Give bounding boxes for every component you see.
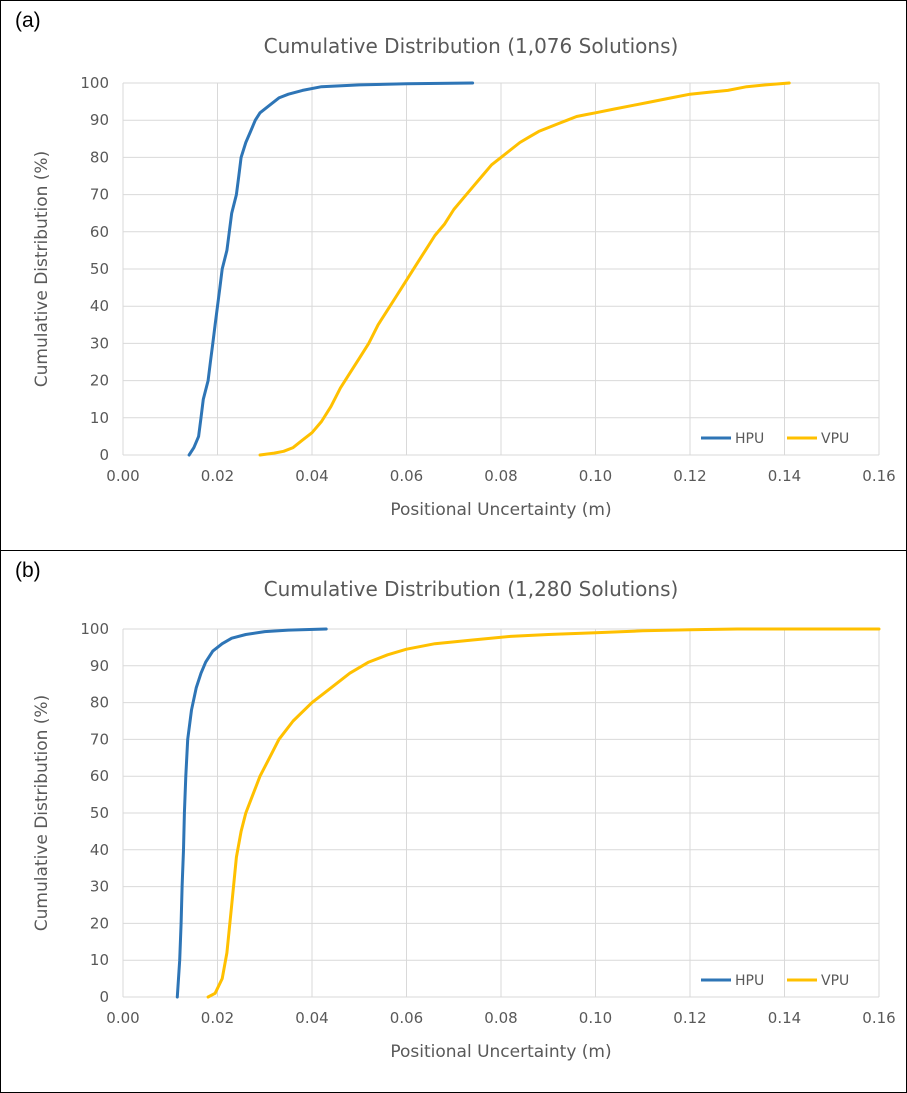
x-tick-label: 0.08 xyxy=(484,467,517,485)
y-tick-label: 40 xyxy=(90,841,109,859)
y-tick-label: 70 xyxy=(90,186,109,204)
x-tick-label: 0.06 xyxy=(390,1009,423,1027)
y-tick-label: 70 xyxy=(90,730,109,748)
x-tick-label: 0.08 xyxy=(484,1009,517,1027)
x-tick-label: 0.14 xyxy=(768,467,801,485)
y-tick-label: 0 xyxy=(99,446,109,464)
y-tick-label: 0 xyxy=(99,988,109,1006)
y-tick-label: 50 xyxy=(90,260,109,278)
x-tick-label: 0.02 xyxy=(201,467,234,485)
x-tick-label: 0.16 xyxy=(862,467,895,485)
y-tick-label: 10 xyxy=(90,409,109,427)
chart-title: Cumulative Distribution (1,280 Solutions… xyxy=(264,577,679,601)
y-tick-label: 90 xyxy=(90,111,109,129)
panel-label: (a) xyxy=(15,9,41,32)
x-tick-label: 0.10 xyxy=(579,1009,612,1027)
y-tick-label: 80 xyxy=(90,694,109,712)
x-tick-label: 0.00 xyxy=(106,1009,139,1027)
y-tick-label: 10 xyxy=(90,951,109,969)
x-axis-title: Positional Uncertainty (m) xyxy=(390,500,611,520)
y-axis-title: Cumulative Distribution (%) xyxy=(32,151,52,387)
legend-label-hpu: HPU xyxy=(735,431,764,447)
legend-label-hpu: HPU xyxy=(735,973,764,989)
y-tick-label: 100 xyxy=(80,74,109,92)
series-line-vpu xyxy=(258,81,791,457)
y-tick-label: 40 xyxy=(90,297,109,315)
x-tick-label: 0.16 xyxy=(862,1009,895,1027)
x-tick-label: 0.04 xyxy=(295,1009,328,1027)
y-axis-title: Cumulative Distribution (%) xyxy=(32,695,52,931)
series-line-hpu xyxy=(187,81,475,457)
x-tick-label: 0.04 xyxy=(295,467,328,485)
y-tick-label: 30 xyxy=(90,878,109,896)
x-tick-label: 0.12 xyxy=(673,1009,706,1027)
x-tick-label: 0.10 xyxy=(579,467,612,485)
legend-label-vpu: VPU xyxy=(821,431,849,447)
x-axis-title: Positional Uncertainty (m) xyxy=(390,1042,611,1062)
y-tick-label: 100 xyxy=(80,620,109,638)
series-line-vpu xyxy=(206,627,881,999)
chart-panel-a: (a) Cumulative Distribution (1,076 Solut… xyxy=(0,0,907,551)
panel-label: (b) xyxy=(15,559,41,582)
series-line-hpu xyxy=(175,627,328,999)
cumulative-distribution-chart-b: Cumulative Distribution (1,280 Solutions… xyxy=(32,577,896,1062)
legend-label-vpu: VPU xyxy=(821,973,849,989)
y-tick-label: 60 xyxy=(90,767,109,785)
chart-title: Cumulative Distribution (1,076 Solutions… xyxy=(264,34,679,58)
cumulative-distribution-chart-a: Cumulative Distribution (1,076 Solutions… xyxy=(32,34,896,520)
y-tick-label: 60 xyxy=(90,223,109,241)
x-tick-label: 0.12 xyxy=(673,467,706,485)
y-tick-label: 90 xyxy=(90,657,109,675)
y-tick-label: 30 xyxy=(90,334,109,352)
x-tick-label: 0.02 xyxy=(201,1009,234,1027)
y-tick-label: 20 xyxy=(90,914,109,932)
y-tick-label: 50 xyxy=(90,804,109,822)
x-tick-label: 0.00 xyxy=(106,467,139,485)
y-tick-label: 80 xyxy=(90,148,109,166)
x-tick-label: 0.06 xyxy=(390,467,423,485)
y-tick-label: 20 xyxy=(90,372,109,390)
chart-panel-b: (b) Cumulative Distribution (1,280 Solut… xyxy=(0,551,907,1093)
x-tick-label: 0.14 xyxy=(768,1009,801,1027)
